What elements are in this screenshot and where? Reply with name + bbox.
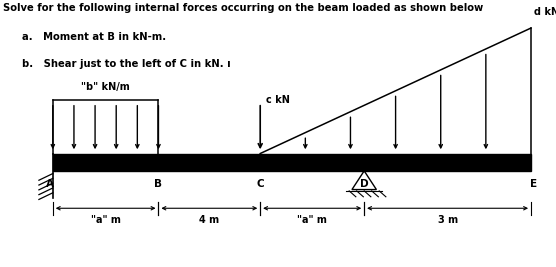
Text: a.   Moment at B in kN-m.: a. Moment at B in kN-m. — [22, 32, 166, 42]
Text: 4 m: 4 m — [199, 215, 220, 225]
Text: B: B — [155, 179, 162, 189]
Text: A: A — [46, 179, 54, 189]
Text: b.   Shear just to the left of C in kN. ı: b. Shear just to the left of C in kN. ı — [22, 59, 231, 69]
Bar — [53, 154, 531, 171]
Text: c kN: c kN — [266, 95, 290, 105]
Text: D: D — [360, 179, 369, 189]
Text: "a" m: "a" m — [91, 215, 121, 225]
Text: "a" m: "a" m — [297, 215, 327, 225]
Text: "b" kN/m: "b" kN/m — [81, 82, 130, 92]
Text: Solve for the following internal forces occurring on the beam loaded as shown be: Solve for the following internal forces … — [3, 3, 483, 13]
Text: 3 m: 3 m — [438, 215, 458, 225]
Text: d kN/m: d kN/m — [534, 7, 556, 17]
Text: E: E — [530, 179, 537, 189]
Text: C: C — [256, 179, 264, 189]
